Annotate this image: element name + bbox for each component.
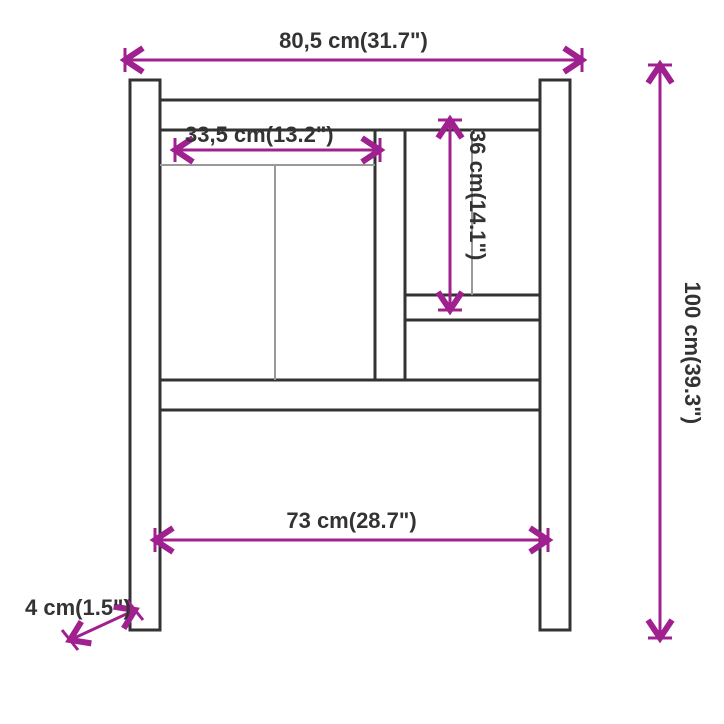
right-sub-rail <box>405 295 540 320</box>
dimension-labels: 80,5 cm(31.7") 33,5 cm(13.2") 36 cm(14.1")… <box>25 28 705 620</box>
vertical-divider <box>375 130 405 380</box>
dimension-lines <box>62 48 672 650</box>
label-total_height: 100 cm(39.3") <box>680 282 705 425</box>
label-depth: 4 cm(1.5") <box>25 595 131 620</box>
label-inner_width: 73 cm(28.7") <box>286 508 416 533</box>
label-panel_height_a: 36 cm(14.1") <box>465 130 490 260</box>
dimension-diagram: 80,5 cm(31.7") 33,5 cm(13.2") 36 cm(14.1")… <box>0 0 724 724</box>
label-top_width: 80,5 cm(31.7") <box>279 28 428 53</box>
headboard-outline <box>130 80 570 630</box>
mid-rail <box>160 380 540 410</box>
right-leg <box>540 80 570 630</box>
label-panel_width: 33,5 cm(13.2") <box>185 122 334 147</box>
